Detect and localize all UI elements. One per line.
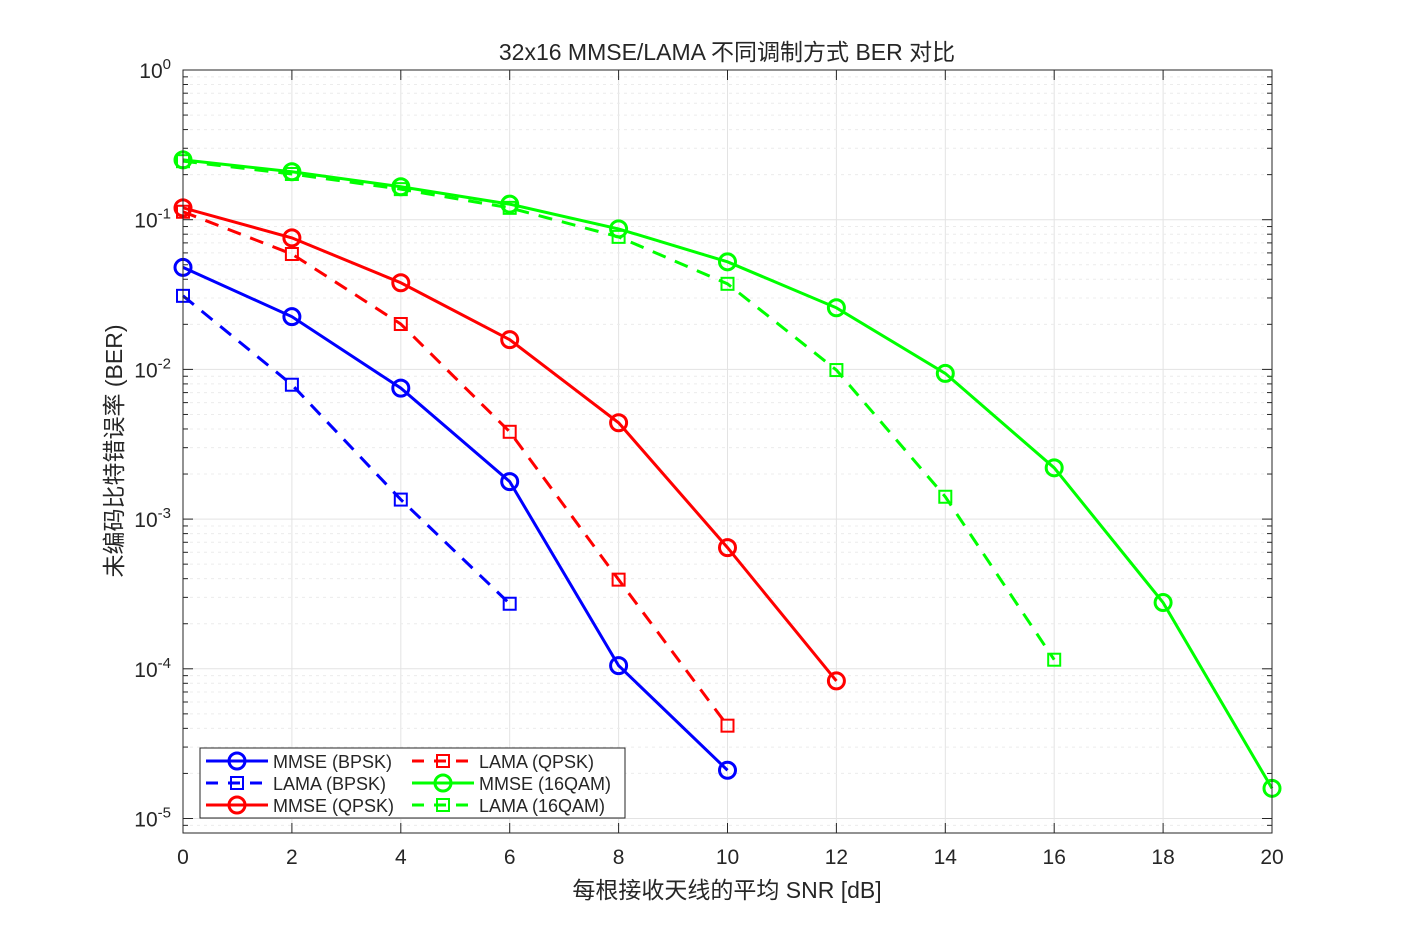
data-point-square <box>1047 652 1062 667</box>
y-tick-label: 100 <box>139 56 171 83</box>
grid <box>182 69 1273 834</box>
x-tick-label: 14 <box>934 846 958 869</box>
data-point-square <box>502 424 517 439</box>
chart-title: 32x16 MMSE/LAMA 不同调制方式 BER 对比 <box>499 39 955 65</box>
data-point-square <box>284 166 299 181</box>
legend-square-marker <box>436 798 450 812</box>
series-lama-bpsk <box>176 288 517 611</box>
data-point-circle <box>826 298 846 318</box>
y-tick-base: 10 <box>139 60 162 83</box>
data-point-square <box>502 596 517 611</box>
data-point-circle <box>500 472 520 492</box>
data-point-circle <box>718 538 737 558</box>
x-tick-label: 2 <box>286 846 298 869</box>
x-tick-label: 16 <box>1043 846 1066 869</box>
y-tick-exponent: 0 <box>163 56 171 73</box>
x-tick-label: 8 <box>613 846 625 869</box>
legend-item[interactable]: LAMA (16QAM) <box>412 796 605 816</box>
y-tick-exponent: -4 <box>158 655 171 672</box>
x-tick-label: 10 <box>716 846 739 869</box>
legend-label: MMSE (16QAM) <box>479 774 611 794</box>
data-point-circle <box>282 307 302 327</box>
data-point-circle <box>1044 458 1064 478</box>
y-tick-exponent: -1 <box>158 206 171 223</box>
legend-square-marker <box>436 754 450 768</box>
y-tick-exponent: -2 <box>158 355 171 372</box>
data-point-square <box>284 247 299 262</box>
data-point-square <box>611 572 626 587</box>
y-tick-base: 10 <box>134 509 157 532</box>
legend-circle-marker <box>227 795 247 815</box>
legend-label: LAMA (16QAM) <box>479 796 605 816</box>
y-tick-label: 10-2 <box>134 355 171 382</box>
legend-label: LAMA (BPSK) <box>273 774 386 794</box>
y-axis-label: 未编码比特错误率 (BER) <box>101 325 127 578</box>
series-line <box>182 206 838 682</box>
x-tick-label: 4 <box>395 846 407 869</box>
series-line <box>182 158 1274 790</box>
x-tick-label: 6 <box>504 846 516 869</box>
legend-label: MMSE (BPSK) <box>273 752 392 772</box>
data-point-square <box>829 363 844 378</box>
x-axis-label: 每根接收天线的平均 SNR [dB] <box>572 877 881 903</box>
data-point-circle <box>500 194 520 214</box>
legend-circle-marker <box>227 751 247 771</box>
series-lama-qpsk <box>176 204 735 733</box>
data-point-square <box>720 718 735 733</box>
data-point-circle <box>1153 593 1173 613</box>
series-mmse-bpsk <box>173 257 737 780</box>
data-point-square <box>611 229 626 244</box>
legend-label: MMSE (QPSK) <box>273 796 394 816</box>
data-point-circle <box>282 228 302 248</box>
data-point-circle <box>826 671 846 691</box>
data-point-square <box>502 200 517 215</box>
legend[interactable]: MMSE (BPSK)LAMA (BPSK)MMSE (QPSK) LAMA (Q… <box>199 747 626 819</box>
data-point-circle <box>391 378 411 398</box>
data-point-circle <box>500 330 520 350</box>
y-tick-label: 10-5 <box>134 804 171 831</box>
y-tick-base: 10 <box>134 359 157 382</box>
series-line <box>182 159 1056 661</box>
data-point-square <box>938 489 953 504</box>
x-tick-label: 0 <box>177 846 189 869</box>
x-tick-label: 18 <box>1151 846 1174 869</box>
y-tick-label: 10-3 <box>134 505 171 532</box>
legend-item[interactable]: MMSE (BPSK) <box>206 751 392 772</box>
x-tick-label: 12 <box>825 846 848 869</box>
series-line <box>182 210 729 727</box>
data-point-square <box>393 492 408 507</box>
data-point-square <box>720 276 735 291</box>
series-mmse-16qam <box>173 150 1282 798</box>
series-line <box>182 294 511 605</box>
data-point-circle <box>609 413 629 433</box>
y-tick-exponent: -3 <box>158 505 171 522</box>
data-point-circle <box>718 760 737 780</box>
y-tick-base: 10 <box>134 659 157 682</box>
legend-item[interactable]: MMSE (16QAM) <box>412 773 611 794</box>
data-point-circle <box>935 363 955 383</box>
data-point-square <box>393 317 408 332</box>
legend-item[interactable]: LAMA (BPSK) <box>206 774 386 794</box>
data-point-circle <box>391 273 411 293</box>
legend-square-marker <box>230 776 244 790</box>
series-group <box>173 150 1282 798</box>
y-tick-base: 10 <box>134 210 157 233</box>
legend-item[interactable]: MMSE (QPSK) <box>206 795 394 816</box>
legend-label: LAMA (QPSK) <box>479 752 594 772</box>
y-tick-exponent: -5 <box>158 804 171 821</box>
series-line <box>182 266 729 772</box>
y-tick-label: 10-1 <box>134 206 171 233</box>
data-point-circle <box>718 252 737 272</box>
data-point-square <box>284 377 299 392</box>
y-tick-label: 10-4 <box>134 655 171 682</box>
legend-circle-marker <box>433 773 453 793</box>
data-point-circle <box>609 656 629 676</box>
legend-item[interactable]: LAMA (QPSK) <box>412 752 594 772</box>
x-tick-label: 20 <box>1260 846 1283 869</box>
data-point-square <box>393 182 408 197</box>
y-tick-base: 10 <box>134 808 157 831</box>
